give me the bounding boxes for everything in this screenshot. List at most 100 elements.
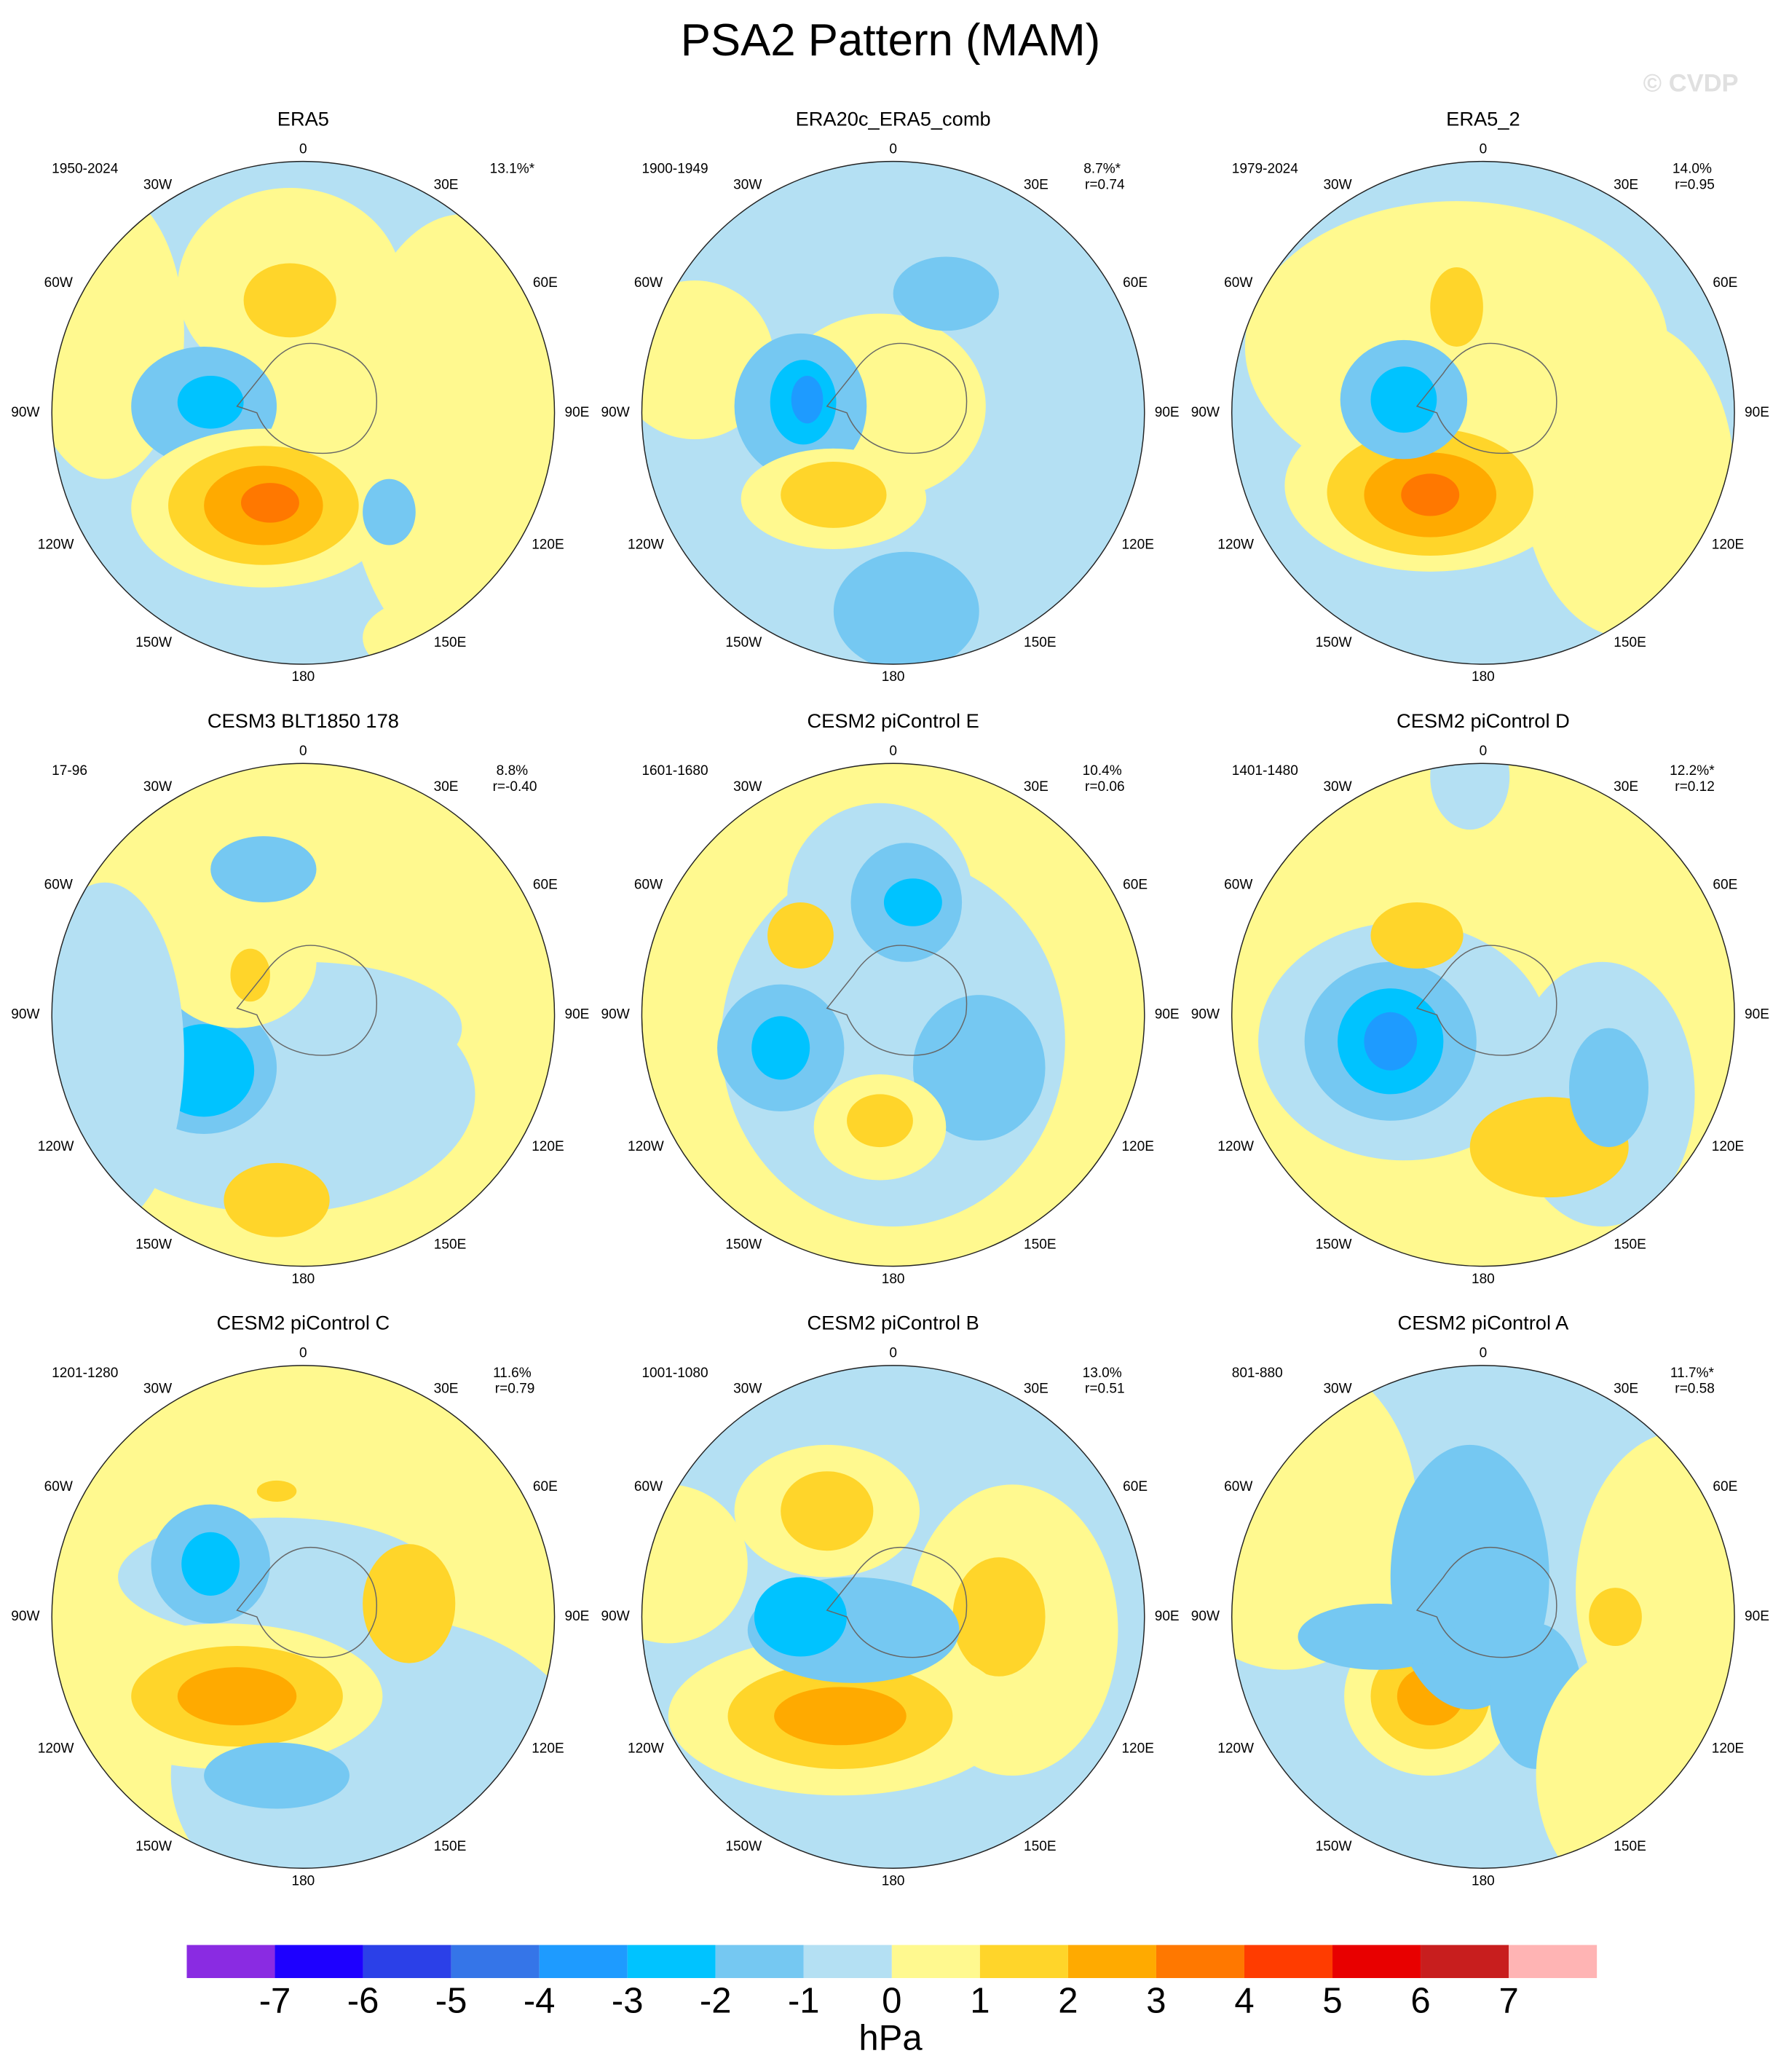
map-border	[1231, 763, 1735, 1267]
map-border	[51, 763, 556, 1267]
longitude-label: 120E	[1712, 1741, 1745, 1757]
panel-years: 1001-1080	[641, 1366, 708, 1381]
longitude-label: 60E	[1123, 877, 1148, 892]
longitude-label: 0	[299, 141, 307, 157]
colorbar-box	[1421, 1945, 1509, 1979]
anomaly-contour	[1430, 763, 1510, 830]
antarctica-outline	[1415, 1546, 1557, 1658]
anomaly-contour	[210, 836, 317, 903]
colorbar-label: 6	[1410, 1981, 1430, 2020]
colorbar-box	[1244, 1945, 1333, 1979]
longitude-label: 60W	[44, 1479, 73, 1494]
panel-years: 1979-2024	[1232, 162, 1299, 177]
longitude-label: 150W	[725, 635, 762, 650]
longitude-label: 30W	[1323, 779, 1351, 795]
longitude-label: 60W	[634, 877, 663, 892]
longitude-label: 120E	[1121, 537, 1154, 553]
longitude-label: 90W	[1191, 1609, 1220, 1624]
antarctica-outline	[826, 342, 968, 454]
colorbar-label: 4	[1234, 1981, 1254, 2020]
longitude-label: 150W	[1316, 1237, 1352, 1253]
longitude-label: 60W	[634, 1479, 663, 1494]
anomaly-contour	[883, 878, 942, 926]
longitude-label: 30E	[1614, 177, 1638, 192]
anomaly-contour	[1298, 1603, 1457, 1670]
map-border	[641, 160, 1145, 665]
longitude-label: 30W	[143, 1382, 172, 1397]
longitude-label: 60E	[533, 1479, 558, 1494]
longitude-label: 120E	[1712, 537, 1745, 553]
longitude-label: 30W	[1323, 177, 1351, 192]
panel-variance: 11.6%	[493, 1366, 532, 1381]
longitude-label: 90E	[564, 1007, 589, 1022]
map-border	[51, 160, 556, 665]
anomaly-contour	[767, 902, 834, 969]
longitude-label: 30W	[733, 779, 762, 795]
panel-title: CESM3 BLT1850 178	[208, 709, 399, 732]
anomaly-contour	[243, 263, 336, 338]
longitude-label: 180	[882, 669, 905, 685]
panel-title: CESM2 piControl D	[1397, 709, 1570, 732]
anomaly-contour	[181, 1532, 240, 1596]
longitude-label: 150W	[135, 1237, 172, 1253]
longitude-label: 30E	[1024, 177, 1049, 192]
longitude-label: 90W	[11, 1007, 39, 1022]
anomaly-contour	[1370, 902, 1464, 969]
anomaly-contour	[1536, 1643, 1735, 1869]
longitude-label: 150E	[434, 1839, 467, 1854]
map-border	[641, 763, 1145, 1267]
longitude-label: 180	[1472, 1873, 1495, 1888]
colorbar-label: -5	[435, 1981, 467, 2020]
map-border	[1231, 160, 1735, 665]
colorbar-label: -2	[700, 1981, 732, 2020]
colorbar-box	[1509, 1945, 1598, 1979]
longitude-label: 90E	[1745, 1609, 1769, 1624]
antarctica-outline	[1415, 945, 1557, 1056]
anomaly-contour	[833, 551, 979, 664]
colorbar-box	[979, 1945, 1068, 1979]
longitude-label: 150E	[1614, 635, 1646, 650]
map-field	[641, 763, 1145, 1267]
longitude-label: 180	[882, 1272, 905, 1287]
panel-correlation: r=-0.40	[493, 779, 537, 795]
panel-years: 1201-1280	[52, 1366, 118, 1381]
longitude-label: 90E	[1745, 405, 1769, 420]
longitude-label: 0	[889, 141, 897, 157]
antarctica-outline	[236, 342, 377, 454]
map-field	[52, 161, 555, 664]
longitude-label: 30E	[1614, 1382, 1638, 1397]
antarctica-outline	[826, 1546, 968, 1658]
longitude-label: 150W	[1316, 1839, 1352, 1854]
longitude-label: 0	[1480, 1346, 1488, 1361]
panel-title: ERA20c_ERA5_comb	[796, 108, 991, 130]
colorbar-box	[1156, 1945, 1244, 1979]
anomaly-contour	[912, 995, 1046, 1141]
colorbar-label: 7	[1498, 1981, 1518, 2020]
colorbar-box	[275, 1945, 363, 1979]
map-panel: ERA5_2 1979-2024 14.0%r=0.95 0 30E 60E 90E 120E…	[1191, 108, 1769, 685]
map-panel: CESM2 piControl C 1201-1280 11.6%r=0.79 0 30…	[11, 1312, 589, 1889]
longitude-label: 90E	[564, 405, 589, 420]
panel-years: 1900-1949	[641, 162, 708, 177]
longitude-label: 90E	[1155, 1007, 1180, 1022]
longitude-label: 180	[291, 1272, 315, 1287]
longitude-label: 0	[1480, 744, 1488, 759]
longitude-label: 150E	[1024, 1237, 1057, 1253]
longitude-label: 30W	[733, 177, 762, 192]
panel-variance: 12.2%*	[1670, 763, 1715, 779]
panel-title: CESM2 piControl E	[807, 709, 979, 732]
anomaly-contour	[240, 483, 299, 523]
map-field	[641, 1365, 1145, 1869]
anomaly-contour	[230, 948, 270, 1002]
longitude-label: 120W	[1217, 1139, 1254, 1154]
longitude-label: 30E	[1614, 779, 1638, 795]
panel-title: ERA5_2	[1446, 108, 1520, 130]
longitude-label: 60W	[634, 275, 663, 291]
colorbar-box	[891, 1945, 980, 1979]
colorbar-box	[1332, 1945, 1421, 1979]
longitude-label: 60E	[1123, 275, 1148, 291]
longitude-label: 150E	[434, 635, 467, 650]
longitude-label: 0	[889, 744, 897, 759]
anomaly-contour	[1568, 1028, 1648, 1148]
